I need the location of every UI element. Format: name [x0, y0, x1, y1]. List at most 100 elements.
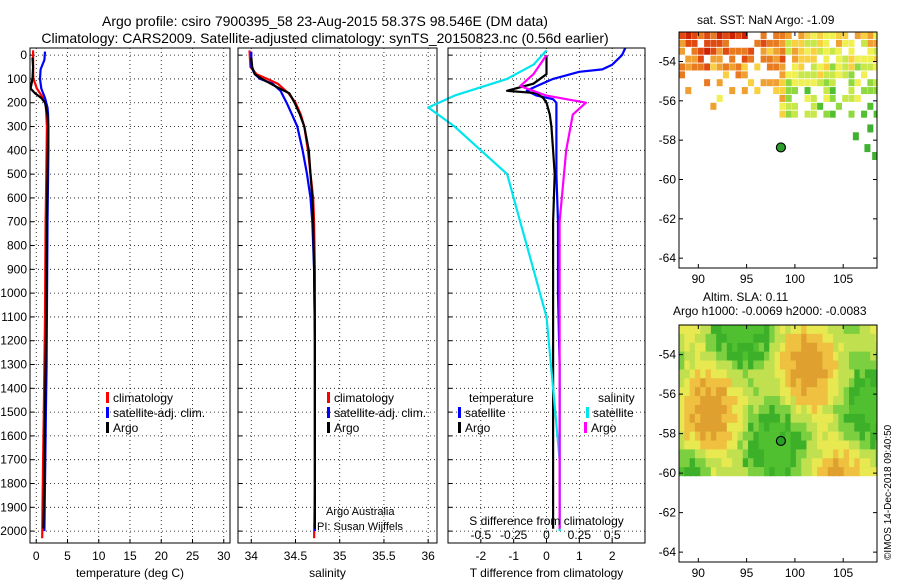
legend-swatch — [327, 407, 330, 418]
sst-cell — [685, 63, 692, 71]
sst-cell — [697, 55, 704, 63]
sst-cell — [829, 110, 836, 118]
map-y-tick-label: -60 — [659, 466, 677, 480]
sla-cell — [822, 378, 830, 388]
sla-cell — [864, 333, 872, 343]
difference-xlabel: T difference from climatology — [470, 566, 624, 580]
sst-cell — [854, 55, 861, 63]
sst-cell — [823, 39, 830, 47]
sst-cell — [729, 32, 736, 39]
sla-cell — [843, 404, 851, 414]
sla-cell — [758, 449, 766, 459]
sst-cell — [704, 79, 711, 87]
sla-cell — [827, 467, 835, 477]
sla-cell — [790, 458, 798, 468]
sla-cell — [684, 458, 692, 468]
sla-cell — [854, 360, 862, 370]
sst-cell — [716, 63, 723, 71]
sst-cell — [691, 63, 698, 71]
sla-cell — [689, 387, 697, 397]
sla-cell — [779, 387, 787, 397]
sst-cell — [854, 94, 861, 102]
sla-cell — [763, 431, 771, 441]
sla-cell — [859, 458, 867, 468]
sla-cell — [854, 325, 862, 334]
series-line-1 — [506, 55, 556, 529]
sst-cell — [760, 79, 767, 87]
sla-cell — [864, 413, 872, 423]
sst-cell — [798, 47, 805, 55]
sla-cell — [790, 467, 798, 477]
sla-cell — [859, 431, 867, 441]
sla-cell — [758, 325, 766, 334]
sst-cell — [823, 71, 830, 79]
sst-cell — [773, 63, 780, 71]
sst-cell — [810, 39, 817, 47]
x-tick-label: 25 — [186, 549, 200, 563]
sst-cell — [685, 87, 692, 95]
sst-cell — [867, 102, 874, 110]
sla-cell — [854, 440, 862, 450]
sla-cell — [795, 440, 803, 450]
sla-cell — [822, 333, 830, 343]
sla-cell — [870, 342, 877, 352]
sla-cell — [864, 387, 872, 397]
sst-cell — [817, 47, 824, 55]
y-tick-label: 300 — [7, 120, 27, 134]
sla-cell — [833, 387, 841, 397]
sla-cell — [684, 325, 692, 334]
sst-cell — [804, 110, 811, 118]
sst-cell — [716, 32, 723, 39]
sst-cell — [798, 39, 805, 47]
imos-watermark: ©IMOS 14-Dec-2018 09:40:50 — [883, 424, 894, 560]
sst-cell — [773, 39, 780, 47]
sla-cell — [679, 422, 686, 432]
map-x-tick-label: 105 — [833, 272, 853, 286]
sla-cell — [679, 413, 686, 423]
sla-cell — [870, 422, 877, 432]
sst-cell — [679, 39, 685, 47]
sst-cell — [729, 87, 736, 95]
x-tick-label: 34.5 — [284, 549, 308, 563]
sst-cell — [873, 55, 877, 63]
sla-cell — [679, 449, 686, 459]
sla-cell — [848, 404, 856, 414]
sla-cell — [811, 458, 819, 468]
sst-cell — [792, 47, 799, 55]
sst-cell — [779, 39, 786, 47]
sla-cell — [737, 467, 745, 477]
sla-cell — [753, 333, 761, 343]
sst-cell — [810, 47, 817, 55]
sla-cell — [875, 449, 877, 459]
sst-cell — [754, 39, 761, 47]
x-tick-label: -2 — [475, 549, 486, 563]
sst-cell — [792, 79, 799, 87]
sla-cell — [795, 422, 803, 432]
sla-cell — [848, 449, 856, 459]
series-line-2 — [29, 57, 50, 529]
sla-cell — [833, 351, 841, 361]
sla-cell — [779, 369, 787, 379]
sla-cell — [774, 360, 782, 370]
sst-cell — [810, 63, 817, 71]
sla-cell — [684, 342, 692, 352]
sst-cell — [785, 47, 792, 55]
sla-cell — [774, 378, 782, 388]
sla-cell — [774, 467, 782, 477]
sla-cell — [742, 458, 750, 468]
salinity-axes — [237, 47, 438, 544]
sla-cell — [732, 378, 740, 388]
sla-cell — [769, 333, 777, 343]
sst-cell — [685, 39, 692, 47]
x2-tick-label: 0.25 — [568, 528, 592, 542]
sst-cell — [829, 63, 836, 71]
sla-cell — [732, 333, 740, 343]
x2-tick-label: 0 — [543, 528, 550, 542]
sla-cell — [811, 467, 819, 477]
sla-cell — [748, 360, 756, 370]
credit-line-2: PI: Susan Wijffels — [317, 521, 403, 533]
sla-cell — [827, 422, 835, 432]
sla-cell — [758, 458, 766, 468]
sla-cell — [748, 422, 756, 432]
sla-cell — [838, 396, 846, 406]
